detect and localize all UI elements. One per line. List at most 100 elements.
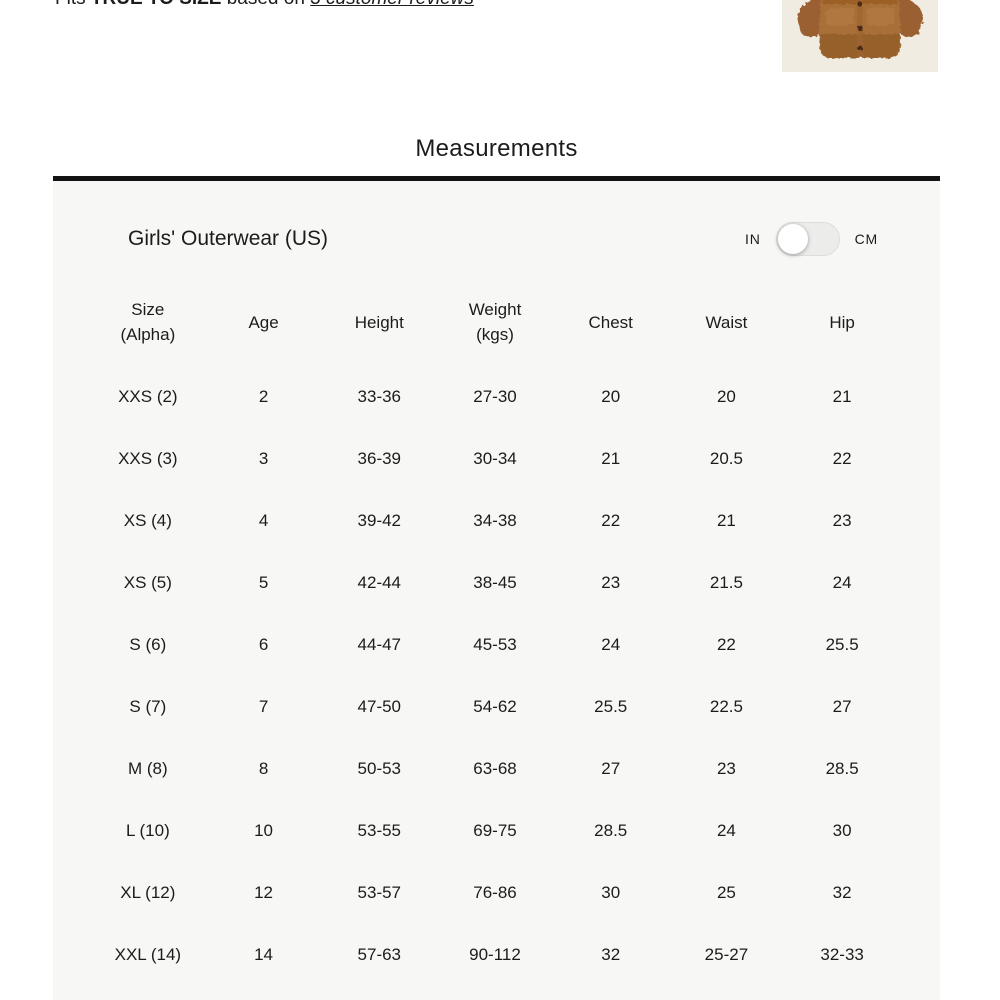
table-cell: 90-112 <box>469 945 521 964</box>
table-cell: 21 <box>716 511 736 530</box>
table-cell: 21.5 <box>709 573 743 592</box>
unit-toggle-switch[interactable] <box>775 222 840 256</box>
table-cell: S (6) <box>129 635 167 654</box>
product-image[interactable] <box>782 0 938 72</box>
table-cell: M (8) <box>128 759 168 778</box>
table-cell: 3 <box>258 449 269 468</box>
table-cell: 27 <box>601 759 621 778</box>
customer-reviews-link[interactable]: 3 customer reviews <box>310 0 474 9</box>
table-cell: 30 <box>601 883 621 902</box>
table-cell: 42-44 <box>357 573 402 592</box>
table-row: XXL (14) 14 57-63 90-112 32 25-27 32-33 <box>90 924 900 986</box>
table-row: S (7) 7 47-50 54-62 25.5 22.5 27 <box>90 676 900 738</box>
unit-label-in: IN <box>745 231 761 247</box>
column-header: Weight (kgs) <box>468 300 522 344</box>
column-header: Waist <box>705 312 748 332</box>
table-cell: 28.5 <box>825 759 859 778</box>
column-header: Hip <box>829 312 855 332</box>
table-cell: 30 <box>832 821 852 840</box>
unit-toggle-group: IN CM <box>745 222 878 256</box>
table-cell: 53-57 <box>357 883 402 902</box>
table-cell: 33-36 <box>357 387 402 406</box>
column-header: Chest <box>588 312 633 332</box>
table-cell: L (10) <box>125 821 170 840</box>
table-cell: 23 <box>716 759 736 778</box>
table-header-row: Size (Alpha) Age Height Weight (kgs) Chest Wa… <box>90 286 900 358</box>
table-cell: XS (5) <box>123 573 172 592</box>
table-cell: 39-42 <box>357 511 402 530</box>
table-cell: 24 <box>832 573 852 592</box>
size-table: Size (Alpha) Age Height Weight (kgs) Chest Wa… <box>90 286 900 986</box>
table-cell: 22 <box>601 511 621 530</box>
table-cell: 28.5 <box>594 821 628 840</box>
page-title: Measurements <box>415 135 578 162</box>
table-row: S (6) 6 44-47 45-53 24 22 25.5 <box>90 614 900 676</box>
table-cell: 12 <box>254 883 274 902</box>
table-cell: 25 <box>716 883 736 902</box>
table-cell: 32 <box>601 945 621 964</box>
table-cell: 21 <box>832 387 852 406</box>
table-cell: 25.5 <box>825 635 859 654</box>
table-cell: 27-30 <box>473 387 517 406</box>
table-cell: 54-62 <box>473 697 517 716</box>
column-header: Height <box>354 312 404 332</box>
table-row: L (10) 10 53-55 69-75 28.5 24 30 <box>90 800 900 862</box>
table-cell: 22 <box>832 449 852 468</box>
table-cell: 22.5 <box>709 697 743 716</box>
table-cell: 20 <box>716 387 736 406</box>
table-cell: 45-53 <box>473 635 517 654</box>
column-header: Size (Alpha) <box>120 300 176 344</box>
table-row: XS (5) 5 42-44 38-45 23 21.5 24 <box>90 552 900 614</box>
table-cell: 7 <box>258 697 269 716</box>
table-cell: 44-47 <box>357 635 402 654</box>
table-cell: 32-33 <box>820 945 864 964</box>
table-cell: S (7) <box>129 697 167 716</box>
table-row: XXS (2) 2 33-36 27-30 20 20 21 <box>90 366 900 428</box>
table-cell: 4 <box>258 511 269 530</box>
unit-label-cm: CM <box>854 231 878 247</box>
table-cell: 69-75 <box>473 821 517 840</box>
measurements-panel: Girls' Outerwear (US) IN CM Size (Alpha)… <box>53 181 940 1000</box>
fit-connector: based on <box>221 0 310 9</box>
table-cell: 23 <box>832 511 852 530</box>
table-cell: 63-68 <box>473 759 517 778</box>
table-cell: 6 <box>258 635 269 654</box>
table-cell: XL (12) <box>120 883 176 902</box>
table-cell: 53-55 <box>357 821 402 840</box>
table-cell: 23 <box>601 573 621 592</box>
fit-prefix: Fits <box>55 0 91 9</box>
table-body: XXS (2) 2 33-36 27-30 20 20 21 XXS (3) 3 36-39 30-… <box>90 366 900 986</box>
table-cell: 24 <box>716 821 736 840</box>
table-cell: 36-39 <box>357 449 402 468</box>
fit-value: TRUE TO SIZE <box>91 0 222 9</box>
table-cell: 5 <box>258 573 269 592</box>
table-cell: XXS (3) <box>118 449 178 468</box>
toggle-knob-icon[interactable] <box>777 224 808 254</box>
table-cell: 20.5 <box>709 449 743 468</box>
table-cell: 24 <box>601 635 621 654</box>
table-cell: 32 <box>832 883 852 902</box>
table-cell: 22 <box>716 635 736 654</box>
table-cell: 34-38 <box>473 511 517 530</box>
table-cell: XXS (2) <box>118 387 178 406</box>
fit-summary: Fits TRUE TO SIZE based on 3 customer re… <box>55 0 474 10</box>
table-cell: 38-45 <box>473 573 517 592</box>
table-cell: 2 <box>258 387 269 406</box>
table-cell: 25-27 <box>704 945 749 964</box>
table-cell: 8 <box>258 759 269 778</box>
table-cell: 21 <box>601 449 621 468</box>
table-cell: 14 <box>254 945 274 964</box>
table-cell: 50-53 <box>357 759 402 778</box>
table-cell: 10 <box>254 821 274 840</box>
table-cell: 25.5 <box>594 697 628 716</box>
table-cell: 57-63 <box>357 945 402 964</box>
table-row: XL (12) 12 53-57 76-86 30 25 32 <box>90 862 900 924</box>
table-row: XS (4) 4 39-42 34-38 22 21 23 <box>90 490 900 552</box>
table-row: XXS (3) 3 36-39 30-34 21 20.5 22 <box>90 428 900 490</box>
category-heading: Girls' Outerwear (US) <box>128 227 329 250</box>
table-cell: XXL (14) <box>114 945 182 964</box>
column-header: Age <box>248 312 279 332</box>
table-row: M (8) 8 50-53 63-68 27 23 28.5 <box>90 738 900 800</box>
table-cell: XS (4) <box>123 511 172 530</box>
